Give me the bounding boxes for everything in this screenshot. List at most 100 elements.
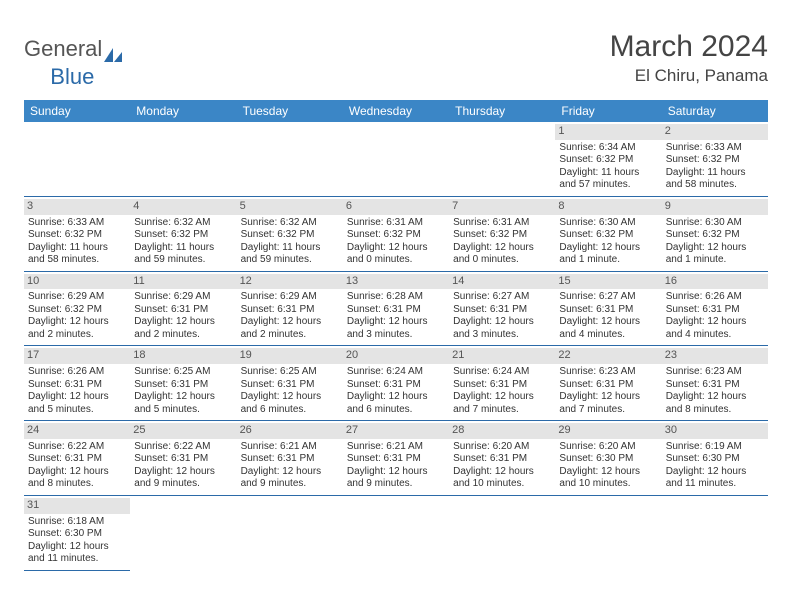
cell-daylight2: and 5 minutes. [134,404,232,417]
calendar-cell: 17Sunrise: 6:26 AMSunset: 6:31 PMDayligh… [24,346,130,421]
cell-daylight1: Daylight: 12 hours [347,316,445,329]
cell-sunset: Sunset: 6:31 PM [134,304,232,317]
cell-sunrise: Sunrise: 6:34 AM [559,142,657,155]
cell-daylight1: Daylight: 12 hours [28,466,126,479]
cell-sunset: Sunset: 6:31 PM [347,304,445,317]
calendar-cell: . [237,122,343,197]
cell-daylight2: and 7 minutes. [559,404,657,417]
cell-daylight1: Daylight: 12 hours [241,466,339,479]
calendar-cell: . [24,122,130,197]
day-number: 30 [662,423,768,439]
cell-sunrise: Sunrise: 6:26 AM [666,291,764,304]
cell-daylight2: and 10 minutes. [453,478,551,491]
day-number: 22 [555,348,661,364]
calendar-cell: . [343,496,449,571]
cell-daylight1: Daylight: 12 hours [559,316,657,329]
weekday-header: Tuesday [237,100,343,122]
calendar-cell: 2Sunrise: 6:33 AMSunset: 6:32 PMDaylight… [662,122,768,197]
cell-daylight2: and 6 minutes. [241,404,339,417]
day-number: 11 [130,274,236,290]
weekday-header: Sunday [24,100,130,122]
cell-sunrise: Sunrise: 6:25 AM [241,366,339,379]
calendar-cell: 23Sunrise: 6:23 AMSunset: 6:31 PMDayligh… [662,346,768,421]
day-number: 9 [662,199,768,215]
cell-sunrise: Sunrise: 6:19 AM [666,441,764,454]
calendar-cell: 22Sunrise: 6:23 AMSunset: 6:31 PMDayligh… [555,346,661,421]
calendar-cell: 11Sunrise: 6:29 AMSunset: 6:31 PMDayligh… [130,272,236,347]
cell-sunrise: Sunrise: 6:33 AM [666,142,764,155]
cell-daylight2: and 1 minute. [666,254,764,267]
day-number: 10 [24,274,130,290]
day-number: 13 [343,274,449,290]
cell-sunrise: Sunrise: 6:22 AM [28,441,126,454]
cell-sunset: Sunset: 6:32 PM [559,154,657,167]
cell-daylight2: and 9 minutes. [134,478,232,491]
calendar-cell: 16Sunrise: 6:26 AMSunset: 6:31 PMDayligh… [662,272,768,347]
cell-sunset: Sunset: 6:32 PM [666,154,764,167]
cell-daylight2: and 1 minute. [559,254,657,267]
weekday-header: Saturday [662,100,768,122]
cell-daylight2: and 4 minutes. [559,329,657,342]
day-number: 1 [555,124,661,140]
cell-daylight2: and 59 minutes. [241,254,339,267]
cell-daylight2: and 0 minutes. [347,254,445,267]
day-number: 3 [24,199,130,215]
cell-sunrise: Sunrise: 6:31 AM [453,217,551,230]
calendar-cell: . [343,122,449,197]
calendar-cell: 18Sunrise: 6:25 AMSunset: 6:31 PMDayligh… [130,346,236,421]
location: El Chiru, Panama [610,66,768,86]
cell-daylight2: and 3 minutes. [347,329,445,342]
cell-daylight1: Daylight: 11 hours [559,167,657,180]
cell-daylight2: and 0 minutes. [453,254,551,267]
calendar-cell: 6Sunrise: 6:31 AMSunset: 6:32 PMDaylight… [343,197,449,272]
cell-daylight2: and 10 minutes. [559,478,657,491]
calendar-cell: 28Sunrise: 6:20 AMSunset: 6:31 PMDayligh… [449,421,555,496]
cell-daylight2: and 57 minutes. [559,179,657,192]
cell-sunrise: Sunrise: 6:20 AM [559,441,657,454]
cell-sunset: Sunset: 6:31 PM [28,379,126,392]
cell-sunset: Sunset: 6:32 PM [347,229,445,242]
cell-daylight2: and 2 minutes. [28,329,126,342]
day-number: 4 [130,199,236,215]
cell-daylight1: Daylight: 12 hours [28,541,126,554]
cell-sunset: Sunset: 6:31 PM [134,453,232,466]
cell-sunset: Sunset: 6:31 PM [347,379,445,392]
cell-sunset: Sunset: 6:31 PM [134,379,232,392]
cell-sunrise: Sunrise: 6:30 AM [559,217,657,230]
cell-daylight1: Daylight: 12 hours [134,316,232,329]
cell-sunset: Sunset: 6:31 PM [453,379,551,392]
cell-sunset: Sunset: 6:31 PM [559,379,657,392]
weekday-header: Monday [130,100,236,122]
cell-daylight2: and 59 minutes. [134,254,232,267]
calendar-cell: . [662,496,768,571]
cell-daylight1: Daylight: 12 hours [666,242,764,255]
day-number: 20 [343,348,449,364]
day-number: 16 [662,274,768,290]
cell-daylight2: and 2 minutes. [241,329,339,342]
cell-daylight1: Daylight: 12 hours [666,316,764,329]
calendar-cell: 19Sunrise: 6:25 AMSunset: 6:31 PMDayligh… [237,346,343,421]
cell-sunset: Sunset: 6:31 PM [28,453,126,466]
day-number: 17 [24,348,130,364]
cell-sunset: Sunset: 6:31 PM [241,453,339,466]
cell-sunrise: Sunrise: 6:33 AM [28,217,126,230]
calendar-cell: 9Sunrise: 6:30 AMSunset: 6:32 PMDaylight… [662,197,768,272]
cell-daylight2: and 2 minutes. [134,329,232,342]
cell-daylight2: and 11 minutes. [28,553,126,566]
calendar-cell: . [449,496,555,571]
day-number: 12 [237,274,343,290]
calendar-cell: 21Sunrise: 6:24 AMSunset: 6:31 PMDayligh… [449,346,555,421]
cell-daylight2: and 6 minutes. [347,404,445,417]
day-number: 29 [555,423,661,439]
cell-daylight2: and 8 minutes. [28,478,126,491]
calendar-cell: 31Sunrise: 6:18 AMSunset: 6:30 PMDayligh… [24,496,130,571]
calendar-cell: . [130,122,236,197]
calendar-cell: 12Sunrise: 6:29 AMSunset: 6:31 PMDayligh… [237,272,343,347]
cell-daylight2: and 9 minutes. [241,478,339,491]
day-number: 14 [449,274,555,290]
calendar-cell: 29Sunrise: 6:20 AMSunset: 6:30 PMDayligh… [555,421,661,496]
cell-sunset: Sunset: 6:32 PM [134,229,232,242]
cell-daylight1: Daylight: 12 hours [28,391,126,404]
calendar-cell: 3Sunrise: 6:33 AMSunset: 6:32 PMDaylight… [24,197,130,272]
cell-daylight2: and 7 minutes. [453,404,551,417]
